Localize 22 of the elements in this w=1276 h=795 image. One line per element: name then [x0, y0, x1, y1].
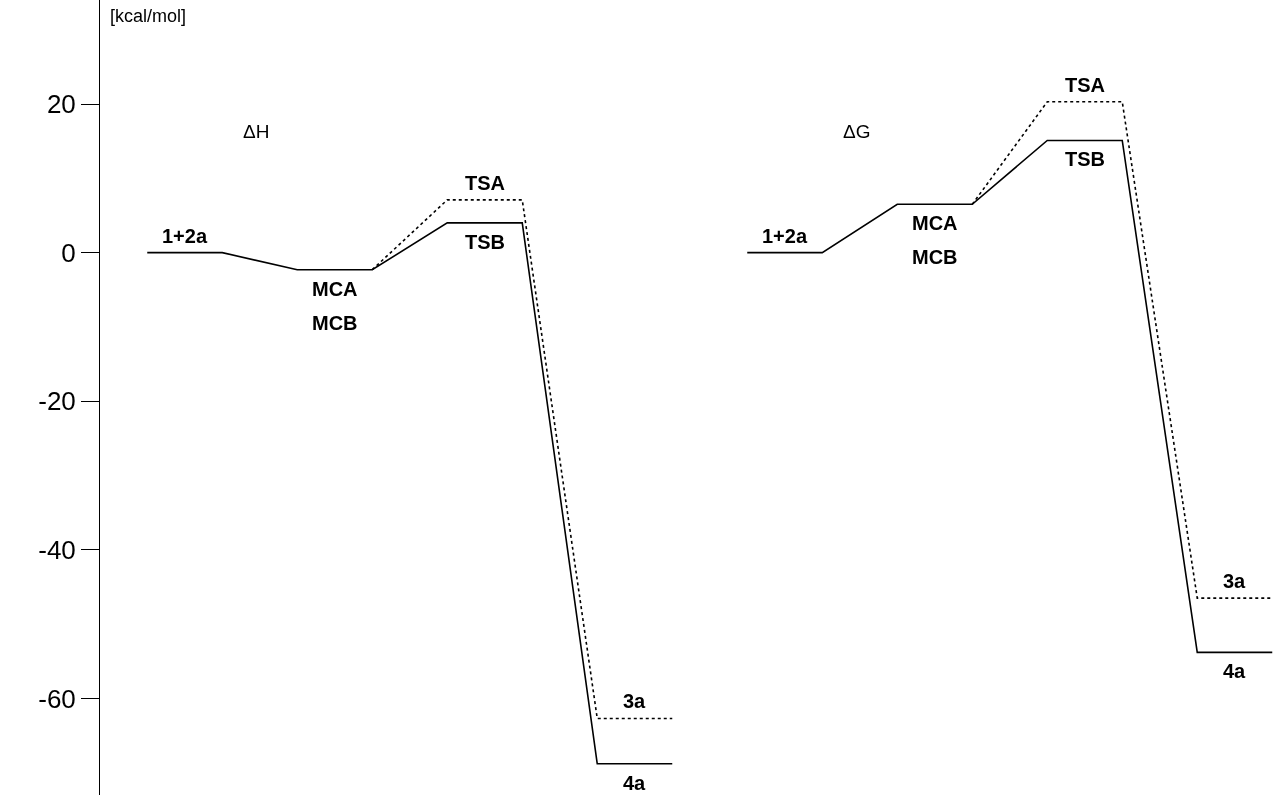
annotation: ΔH	[243, 121, 270, 142]
annotation: 1+2a	[162, 225, 208, 247]
annotation: MCB	[312, 312, 358, 334]
y-tick-label: 0	[61, 237, 76, 268]
annotation: 3a	[623, 690, 647, 712]
annotation: 3a	[1223, 570, 1247, 592]
annotation: ΔG	[843, 121, 871, 142]
annotation: TSA	[1065, 74, 1105, 96]
y-tick-label: 20	[46, 89, 76, 120]
annotation: 4a	[623, 772, 647, 794]
annotation: MCB	[912, 246, 958, 268]
annotation: 4a	[1223, 660, 1247, 682]
y-axis-title: [kcal/mol]	[110, 6, 187, 26]
annotation: TSA	[465, 172, 505, 194]
y-tick-label: -40	[38, 534, 76, 565]
annotation: TSB	[1065, 148, 1105, 170]
annotation: TSB	[465, 231, 505, 253]
annotation: MCA	[312, 278, 358, 300]
y-tick-label: -60	[38, 683, 76, 714]
annotation: MCA	[912, 212, 958, 234]
annotation: 1+2a	[762, 225, 808, 247]
y-tick-label: -20	[38, 386, 76, 417]
